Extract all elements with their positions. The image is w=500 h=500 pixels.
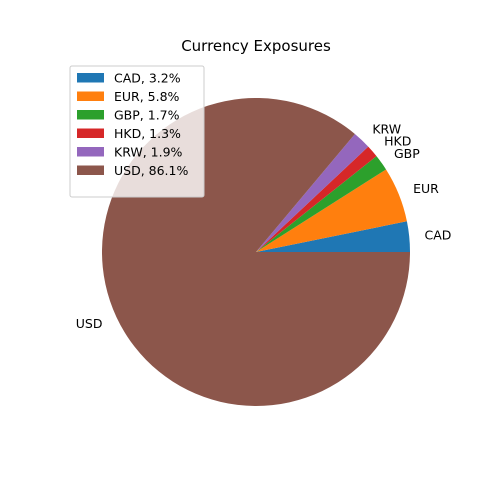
legend: CAD, 3.2% EUR, 5.8% GBP, 1.7% HKD, 1.3% KRW,…: [69, 65, 205, 198]
legend-swatch-hkd: [77, 128, 104, 138]
legend-label-cad: CAD, 3.2%: [114, 71, 181, 86]
pie-slice-gbp: [256, 156, 387, 252]
legend-swatch-krw: [77, 147, 104, 157]
legend-label-hkd: HKD, 1.3%: [114, 126, 181, 141]
legend-swatch-gbp: [77, 110, 104, 120]
legend-swatch-usd: [77, 165, 104, 175]
legend-label-eur: EUR, 5.8%: [114, 89, 180, 104]
legend-label-usd: USD, 86.1%: [114, 163, 188, 178]
slice-label-hkd: HKD: [384, 134, 411, 149]
legend-label-krw: KRW, 1.9%: [114, 145, 183, 160]
pie-slice-eur: [256, 169, 407, 252]
pie-slice-krw: [256, 133, 369, 252]
legend-items: CAD, 3.2% EUR, 5.8% GBP, 1.7% HKD, 1.3% KRW,…: [77, 71, 188, 178]
slice-label-eur: EUR: [413, 181, 439, 196]
pie-slice-hkd: [256, 146, 377, 252]
slice-label-gbp: GBP: [394, 146, 420, 161]
legend-label-gbp: GBP, 1.7%: [114, 108, 180, 123]
slice-label-krw: KRW: [372, 121, 401, 136]
slice-label-usd: USD: [76, 316, 103, 331]
legend-swatch-cad: [77, 73, 104, 83]
slice-label-cad: CAD: [425, 228, 452, 243]
pie-slice-cad: [256, 221, 410, 252]
chart-title: Currency Exposures: [181, 37, 331, 55]
legend-swatch-eur: [77, 91, 104, 101]
